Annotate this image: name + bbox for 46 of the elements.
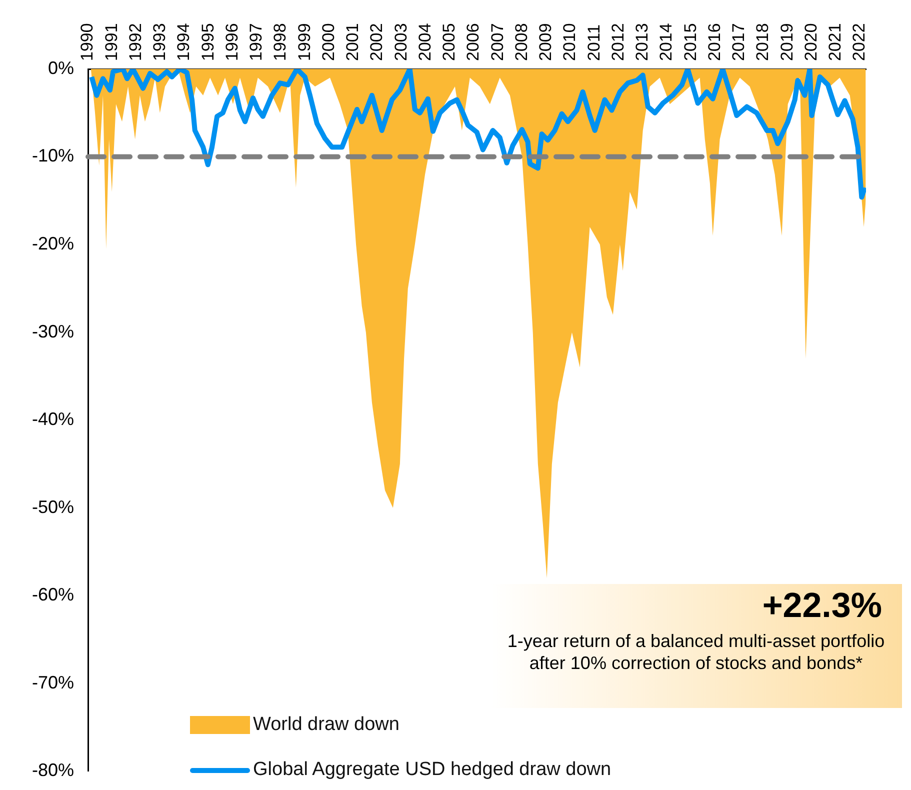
x-tick-label: 2014 [656, 23, 676, 61]
x-tick-label: 1996 [222, 23, 242, 61]
x-tick-label: 1994 [174, 23, 194, 61]
x-tick-label: 2002 [367, 23, 386, 61]
x-tick-label: 2005 [440, 23, 459, 61]
x-tick-label: 2006 [464, 23, 483, 61]
legend-label: Global Aggregate USD hedged draw down [253, 759, 612, 781]
x-tick-label: 2004 [415, 23, 434, 61]
y-tick-label: -70% [32, 672, 74, 692]
x-tick-label: 1998 [270, 23, 290, 61]
x-tick-label: 2019 [777, 23, 796, 61]
y-tick-label: -80% [32, 760, 74, 780]
annotation: +22.3% [761, 586, 883, 626]
x-tick-label: 2007 [488, 23, 507, 61]
y-tick-label: -30% [32, 321, 74, 342]
annotation: 1-year return of a balanced multi-asset portfolio after 10% correction of stocks and bonds* [506, 630, 886, 674]
y-tick-label: -20% [32, 234, 74, 254]
x-tick-label: 2013 [632, 23, 652, 61]
y-tick-label: -10% [32, 146, 74, 166]
x-tick-label: 2008 [512, 23, 531, 61]
x-tick-label: 2001 [343, 23, 362, 61]
x-tick-label: 2011 [584, 24, 604, 61]
x-tick-label: 1995 [198, 23, 218, 61]
x-tick-label: 1999 [294, 23, 314, 61]
x-tick-label: 2021 [826, 23, 845, 61]
x-tick-label: 2000 [318, 23, 338, 61]
x-tick-label: 1992 [126, 23, 145, 61]
x-tick-label: 1997 [246, 23, 266, 61]
x-tick-label: 2015 [680, 23, 700, 61]
x-tick-label: 2017 [729, 23, 748, 61]
x-tick-label: 1991 [102, 23, 121, 61]
y-tick-label: 0% [48, 58, 74, 78]
x-tick-label: 2016 [704, 23, 724, 61]
x-tick-label: 2020 [801, 23, 820, 61]
x-tick-label: 2003 [391, 23, 410, 61]
x-tick-label: 1990 [78, 23, 97, 61]
x-tick-label: 2009 [536, 23, 556, 61]
x-tick-label: 1993 [150, 23, 170, 61]
x-tick-label: 2022 [850, 23, 869, 61]
legend-label: World draw down [253, 714, 400, 736]
x-tick-label: 2018 [753, 23, 772, 61]
y-tick-label: -40% [32, 409, 74, 430]
y-tick-label: -60% [32, 584, 74, 605]
x-tick-label: 2010 [560, 23, 580, 61]
y-tick-label: -50% [32, 496, 74, 517]
x-tick-label: 2012 [608, 23, 628, 61]
